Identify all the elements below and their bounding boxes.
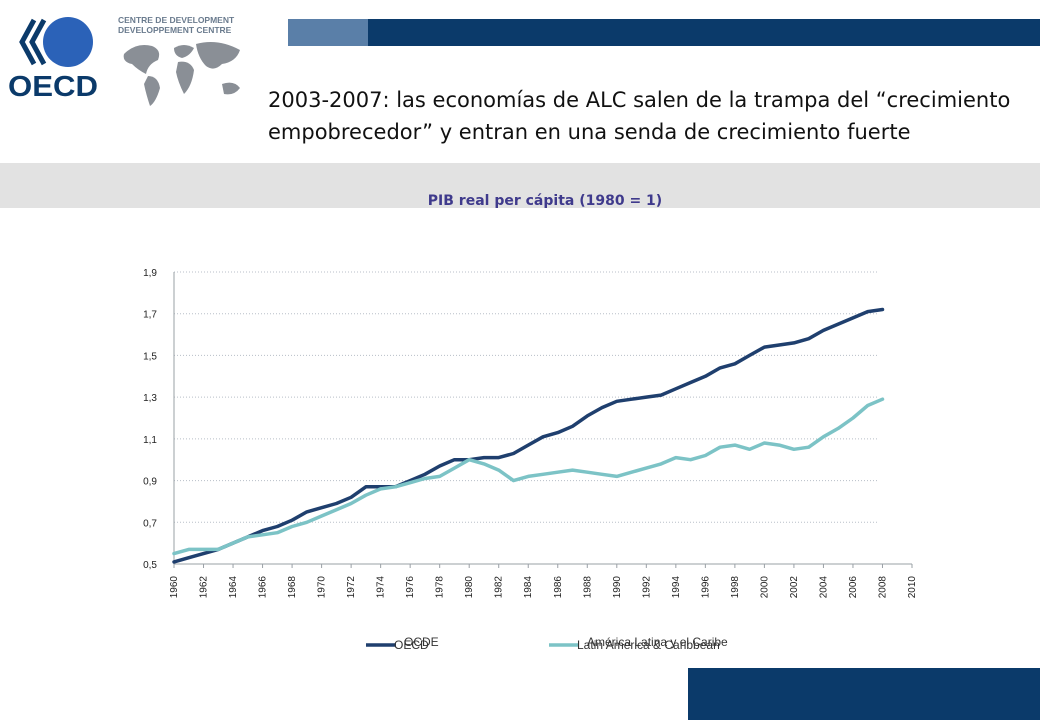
x-tick-label: 2006 xyxy=(848,576,859,599)
x-axis-ticks: 1960 1962 1964 1966 1968 1970 1972 1974 1976 1978… xyxy=(169,576,918,599)
header-band xyxy=(368,19,1040,46)
y-tick-label: 0,9 xyxy=(143,477,157,488)
slide-headline: 2003-2007: las economías de ALC salen de… xyxy=(268,84,1028,148)
x-tick-label: 1982 xyxy=(494,576,505,599)
chart-title: PIB real per cápita (1980 = 1) xyxy=(427,193,663,209)
development-centre-logo: CENTRE DE DEVELOPMENT DEVELOPPEMENT CENT… xyxy=(118,15,240,106)
title-band xyxy=(0,163,1040,208)
headline-line-2: empobrecedor” y entran en una senda de c… xyxy=(268,120,911,144)
oecd-logo-text: OECD xyxy=(8,71,98,103)
x-tick-label: 1960 xyxy=(169,576,180,599)
legend-label-translated-0: OCDE xyxy=(404,635,439,649)
svg-text:DEVELOPPEMENT CENTRE: DEVELOPPEMENT CENTRE xyxy=(118,25,232,35)
x-tick-label: 2004 xyxy=(818,576,829,599)
legend-label-1: Latin America & Caribbean xyxy=(577,638,720,652)
x-tick-label: 1994 xyxy=(671,576,682,599)
series-line-1 xyxy=(172,397,885,556)
y-tick-label: 1,5 xyxy=(143,351,157,362)
x-tick-label: 1996 xyxy=(700,576,711,599)
x-tick-label: 1964 xyxy=(228,576,239,599)
x-tick-label: 1968 xyxy=(287,576,298,599)
x-tick-label: 1970 xyxy=(317,576,328,599)
x-tick-label: 2010 xyxy=(907,576,918,599)
x-tick-label: 1998 xyxy=(730,576,741,599)
y-tick-label: 1,1 xyxy=(143,435,157,446)
x-tick-label: 1980 xyxy=(464,576,475,599)
x-tick-label: 1966 xyxy=(258,576,269,599)
svg-text:CENTRE DE DEVELOPMENT: CENTRE DE DEVELOPMENT xyxy=(118,15,235,25)
chart-series xyxy=(172,307,885,564)
x-tick-label: 2002 xyxy=(789,576,800,599)
footer-band xyxy=(688,668,1040,720)
y-tick-label: 0,7 xyxy=(143,518,157,529)
x-tick-label: 2008 xyxy=(877,576,888,599)
x-tick-label: 1974 xyxy=(376,576,387,599)
y-tick-label: 1,7 xyxy=(143,310,157,321)
legend-label-0: OECD xyxy=(394,638,429,652)
x-tick-label: 1976 xyxy=(405,576,416,599)
x-tick-label: 1986 xyxy=(553,576,564,599)
x-tick-label: 1992 xyxy=(641,576,652,599)
y-axis-ticks: 1,9 1,7 1,5 1,3 1,1 0,9 0,7 0,5 xyxy=(143,268,157,571)
header-band-accent xyxy=(288,19,368,46)
x-tick-label: 1990 xyxy=(612,576,623,599)
chart-grid xyxy=(174,271,878,523)
oecd-logo: OECD xyxy=(8,17,98,103)
y-tick-label: 1,9 xyxy=(143,268,157,279)
y-tick-label: 0,5 xyxy=(143,560,157,571)
x-tick-label: 1962 xyxy=(199,576,210,599)
chart-axes xyxy=(173,272,913,568)
x-tick-label: 2000 xyxy=(759,576,770,599)
world-map-icon xyxy=(123,42,240,106)
x-tick-label: 1984 xyxy=(523,576,534,599)
y-tick-label: 1,3 xyxy=(143,393,157,404)
series-line-0 xyxy=(172,307,885,564)
x-tick-label: 1978 xyxy=(435,576,446,599)
headline-line-1: 2003-2007: las economías de ALC salen de… xyxy=(268,88,1011,112)
legend-label-translated-1: América Latina y el Caribe xyxy=(587,635,728,649)
x-tick-label: 1988 xyxy=(582,576,593,599)
x-tick-label: 1972 xyxy=(346,576,357,599)
